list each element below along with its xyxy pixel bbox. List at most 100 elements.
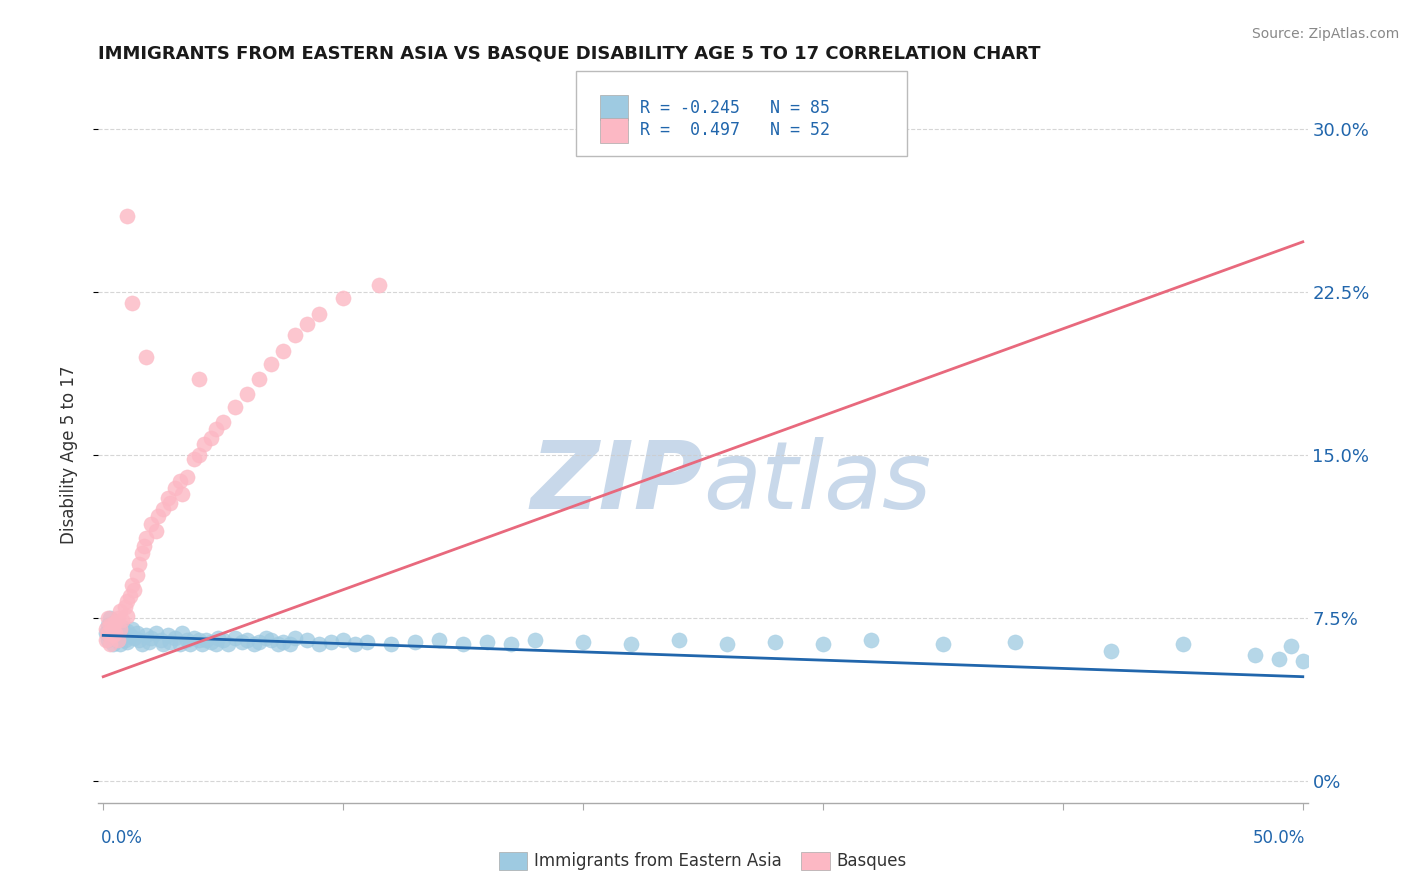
Point xyxy=(475,635,498,649)
Point xyxy=(152,502,174,516)
Text: Basques: Basques xyxy=(837,852,907,870)
Point xyxy=(115,593,138,607)
Point xyxy=(124,582,146,597)
Text: 50.0%: 50.0% xyxy=(1253,829,1305,847)
Point xyxy=(94,622,117,636)
Point xyxy=(165,481,187,495)
Point xyxy=(121,622,143,636)
Point xyxy=(152,637,174,651)
Point xyxy=(254,631,277,645)
Point xyxy=(212,415,235,429)
Point xyxy=(108,605,131,619)
Point xyxy=(1171,637,1194,651)
Point xyxy=(131,637,153,651)
Point xyxy=(236,632,259,647)
Point xyxy=(107,611,129,625)
Point xyxy=(115,635,138,649)
Point xyxy=(114,600,136,615)
Point xyxy=(1279,639,1302,653)
Point xyxy=(243,637,266,651)
Point xyxy=(128,557,150,571)
Text: IMMIGRANTS FROM EASTERN ASIA VS BASQUE DISABILITY AGE 5 TO 17 CORRELATION CHART: IMMIGRANTS FROM EASTERN ASIA VS BASQUE D… xyxy=(98,45,1040,62)
Point xyxy=(169,637,191,651)
Point xyxy=(260,357,283,371)
Point xyxy=(212,632,235,647)
Point xyxy=(124,631,146,645)
Point xyxy=(332,291,354,305)
Point xyxy=(200,635,222,649)
Point xyxy=(156,491,179,506)
Point xyxy=(308,307,330,321)
Point xyxy=(188,632,211,647)
Point xyxy=(295,318,318,332)
Point xyxy=(107,622,129,636)
Point xyxy=(128,632,150,647)
Point xyxy=(159,635,181,649)
Point xyxy=(172,626,194,640)
Point xyxy=(207,631,229,645)
Point xyxy=(224,631,246,645)
Point xyxy=(108,626,131,640)
Point xyxy=(97,611,120,625)
Text: R =  0.497   N = 52: R = 0.497 N = 52 xyxy=(640,121,830,139)
Point xyxy=(183,452,205,467)
Point xyxy=(107,632,129,647)
Point xyxy=(104,615,127,630)
Point xyxy=(380,637,402,651)
Point xyxy=(284,328,307,343)
Point xyxy=(356,635,378,649)
Point xyxy=(125,567,148,582)
Point xyxy=(247,635,270,649)
Point xyxy=(321,635,343,649)
Point xyxy=(115,209,138,223)
Point xyxy=(811,637,834,651)
Point xyxy=(572,635,595,649)
Point xyxy=(1099,643,1122,657)
Point xyxy=(165,631,187,645)
Point xyxy=(145,524,167,538)
Point xyxy=(859,632,882,647)
Point xyxy=(135,531,157,545)
Y-axis label: Disability Age 5 to 17: Disability Age 5 to 17 xyxy=(59,366,77,544)
Point xyxy=(94,626,117,640)
Point xyxy=(141,631,163,645)
Point xyxy=(231,635,253,649)
Point xyxy=(149,632,172,647)
Point xyxy=(135,628,157,642)
Point xyxy=(524,632,547,647)
Point xyxy=(135,350,157,364)
Point xyxy=(176,469,198,483)
Text: ZIP: ZIP xyxy=(530,437,703,529)
Point xyxy=(118,628,141,642)
Point xyxy=(141,517,163,532)
Point xyxy=(1292,655,1315,669)
Point xyxy=(111,620,134,634)
Point xyxy=(125,626,148,640)
Point xyxy=(100,617,122,632)
Point xyxy=(668,632,690,647)
Point xyxy=(97,617,120,632)
Point xyxy=(115,624,138,638)
Point xyxy=(499,637,522,651)
Point xyxy=(121,578,143,592)
Point xyxy=(100,622,122,636)
Point xyxy=(101,637,124,651)
Point xyxy=(172,487,194,501)
Point xyxy=(247,372,270,386)
Point xyxy=(108,622,131,636)
Point xyxy=(111,628,134,642)
Point xyxy=(169,474,191,488)
Point xyxy=(284,631,307,645)
Point xyxy=(104,617,127,632)
Point xyxy=(404,635,426,649)
Point xyxy=(131,546,153,560)
Point xyxy=(132,539,155,553)
Point xyxy=(101,626,124,640)
Point xyxy=(1243,648,1265,662)
Text: Immigrants from Eastern Asia: Immigrants from Eastern Asia xyxy=(534,852,782,870)
Point xyxy=(100,637,122,651)
Point xyxy=(156,628,179,642)
Text: atlas: atlas xyxy=(703,437,931,528)
Point xyxy=(932,637,955,651)
Point xyxy=(368,278,391,293)
